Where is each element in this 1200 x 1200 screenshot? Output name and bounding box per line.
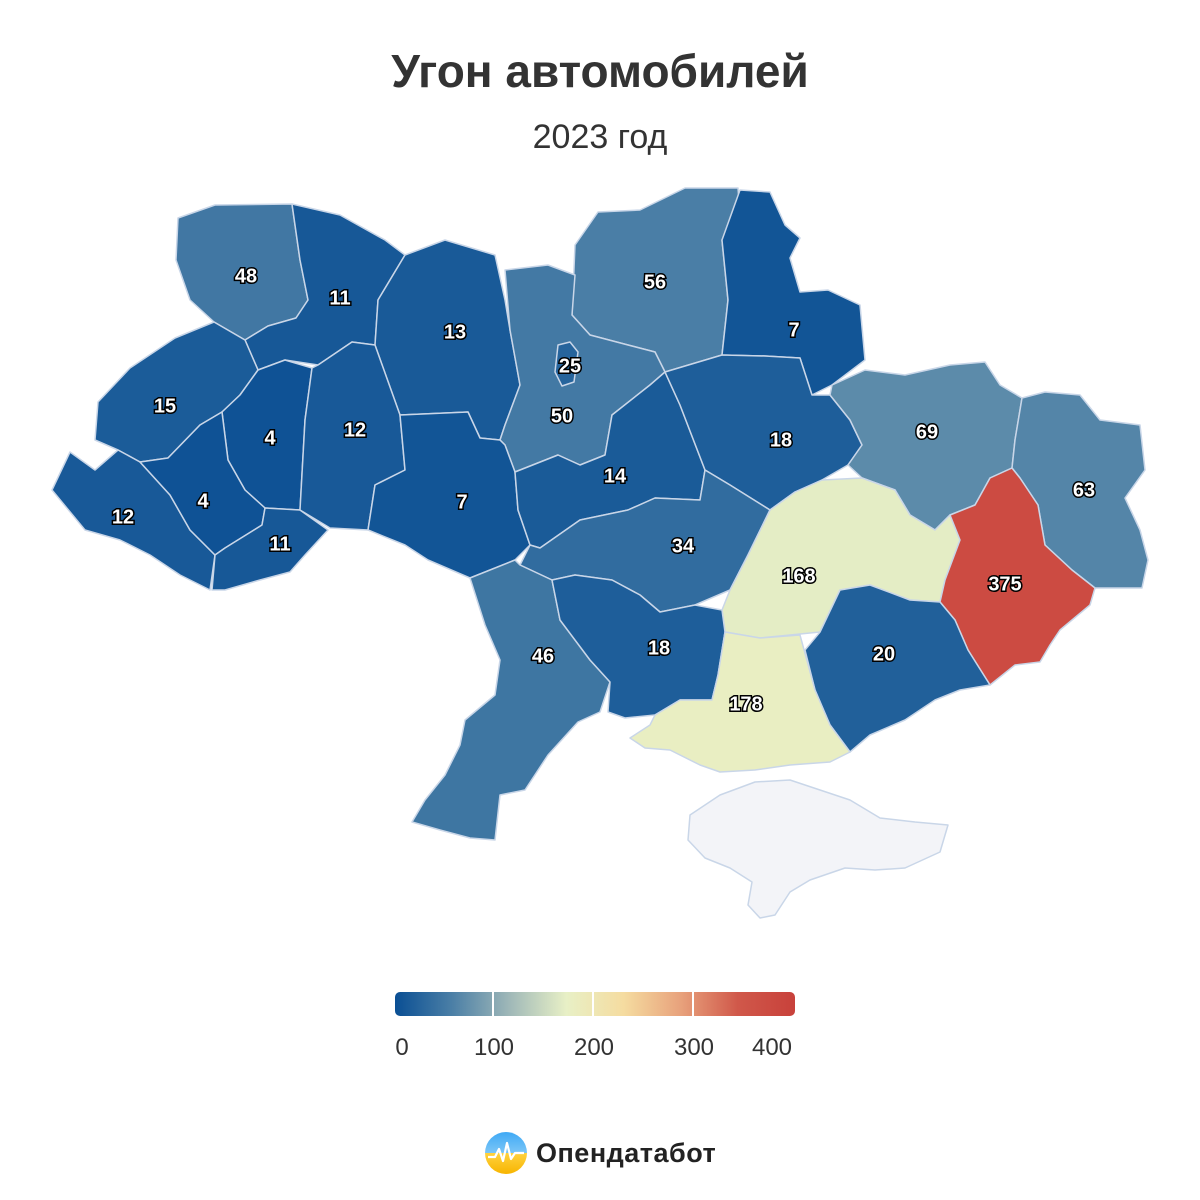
value-label-odesa: 46 [532, 645, 554, 667]
value-label-kharkiv: 69 [916, 421, 938, 443]
value-label-khmelnytskyi: 12 [344, 419, 366, 441]
value-label-donetsk: 375 [988, 573, 1021, 595]
region-kyiv-city[interactable] [554, 341, 579, 387]
region-kherson[interactable] [629, 631, 851, 773]
legend-tick-200: 200 [573, 1034, 615, 1061]
value-label-lviv: 15 [154, 395, 176, 417]
region-crimea [687, 779, 949, 919]
region-value-labels: 48 11 13 50 25 56 7 15 4 12 7 14 18 69 63 12 4 11 34 168 375… [110, 264, 1096, 717]
value-label-volyn: 48 [235, 265, 257, 287]
brand-name: Опендатабот [536, 1137, 717, 1168]
map-title: Угон автомобилей [391, 45, 809, 97]
legend-separator [492, 992, 494, 1016]
legend-separator [592, 992, 594, 1016]
region-rivne[interactable] [244, 203, 406, 371]
value-label-sumy: 7 [788, 319, 799, 341]
value-label-kirovohrad: 34 [672, 535, 695, 557]
value-label-kyiv-oblast: 50 [551, 405, 573, 427]
brand: Опендатабот [484, 1130, 716, 1176]
value-label-chernivtsi: 11 [269, 533, 290, 555]
legend-tick-400: 400 [751, 1034, 793, 1061]
region-sumy[interactable] [721, 189, 866, 396]
region-chernivtsi[interactable] [211, 507, 329, 591]
value-label-zhytomyr: 13 [444, 321, 466, 343]
legend-tick-100: 100 [473, 1034, 515, 1061]
opendatabot-logo-icon [485, 1132, 527, 1174]
legend-separator [692, 992, 694, 1016]
value-label-chernihiv: 56 [644, 271, 666, 293]
value-label-luhansk: 63 [1073, 479, 1095, 501]
value-label-vinnytsia: 7 [456, 491, 467, 513]
legend-color-scale [395, 992, 795, 1016]
value-label-zakarpattia: 12 [112, 506, 134, 528]
region-vinnytsia[interactable] [367, 411, 531, 579]
value-label-rivne: 11 [329, 287, 350, 309]
value-label-kherson: 178 [729, 693, 762, 715]
map-subtitle: 2023 год [532, 118, 668, 156]
value-label-dnipropetrovsk: 168 [782, 565, 815, 587]
value-label-mykolaiv: 18 [648, 637, 670, 659]
value-label-kyiv-city: 25 [559, 355, 581, 377]
value-label-ternopil: 4 [264, 427, 276, 449]
legend-tick-0: 0 [395, 1034, 409, 1061]
legend-tick-300: 300 [673, 1034, 715, 1061]
value-label-zaporizhzhia: 20 [873, 643, 895, 665]
value-label-poltava: 18 [770, 429, 792, 451]
value-label-cherkasy: 14 [604, 465, 627, 487]
value-label-ivano-frankivsk: 4 [197, 490, 209, 512]
